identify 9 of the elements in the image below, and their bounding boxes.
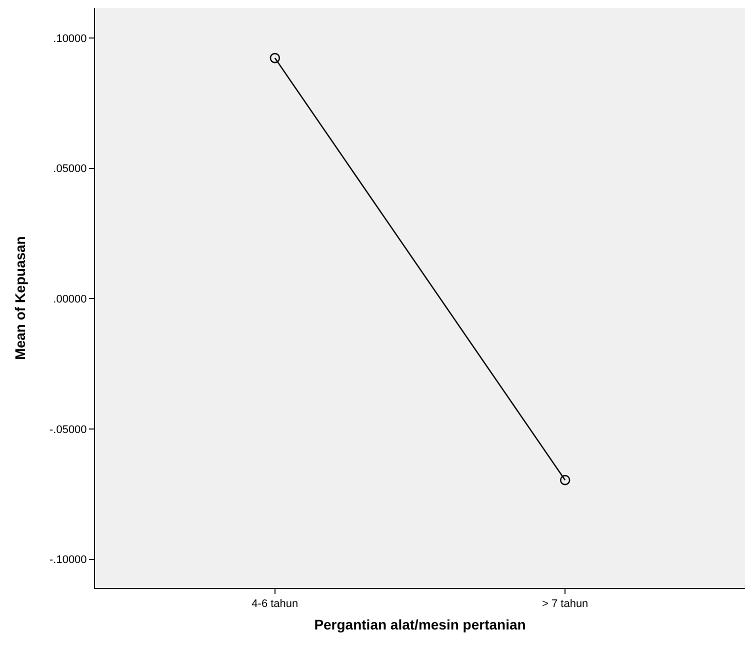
y-tick-label: .05000 [53, 163, 87, 176]
x-tick-label: > 7 tahun [542, 598, 588, 610]
x-tick-label: 4-6 tahun [252, 598, 298, 610]
x-axis-title: Pergantian alat/mesin pertanian [314, 616, 526, 632]
y-tick-label: -.10000 [49, 554, 87, 566]
y-axis-title: Mean of Kepuasan [12, 236, 28, 360]
y-tick-label: .00000 [53, 294, 87, 306]
y-tick-label: -.05000 [49, 424, 87, 436]
y-tick-label: .10000 [53, 32, 87, 45]
